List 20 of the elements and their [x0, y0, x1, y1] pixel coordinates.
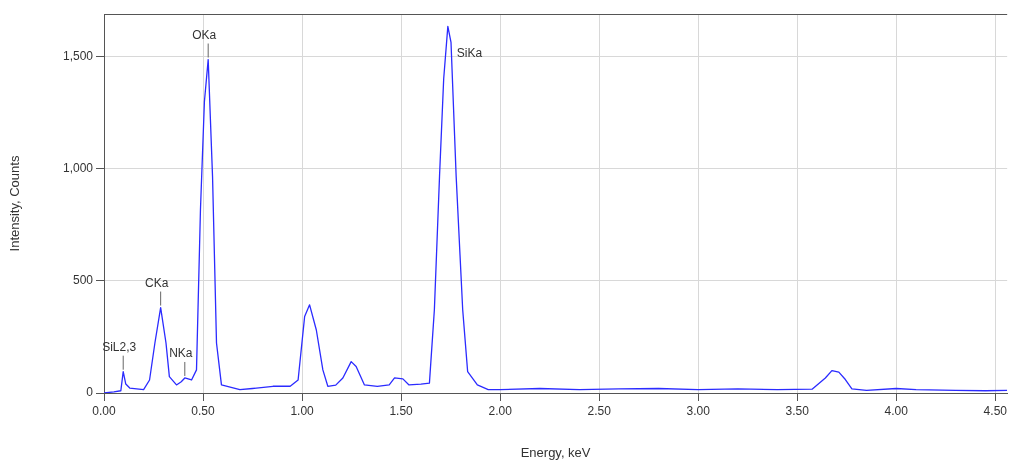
y-tick-label: 500	[72, 273, 94, 288]
annotation: NKa	[169, 346, 193, 361]
annotation: CKa	[144, 275, 169, 290]
y-tick-label: 1,000	[62, 161, 94, 176]
y-axis-title: Intensity, Counts	[7, 155, 23, 252]
x-tick-label: 2.00	[488, 403, 513, 418]
x-axis-title: Energy, keV	[520, 444, 591, 460]
y-tick-label: 0	[86, 385, 94, 400]
y-tick-label: 1,500	[62, 48, 94, 63]
x-tick-label: 1.00	[290, 403, 315, 418]
annotation: SiKa	[456, 46, 483, 61]
x-tick-label: 3.00	[686, 403, 711, 418]
x-tick-label: 2.50	[587, 403, 612, 418]
annotation: OKa	[192, 27, 217, 42]
x-tick-label: 4.00	[884, 403, 909, 418]
x-tick-label: 0.50	[191, 403, 216, 418]
x-tick-label: 0.00	[92, 403, 116, 418]
x-tick-label: 1.50	[389, 403, 414, 418]
x-tick-label: 4.50	[983, 403, 1008, 418]
x-tick-label: 3.50	[785, 403, 810, 418]
